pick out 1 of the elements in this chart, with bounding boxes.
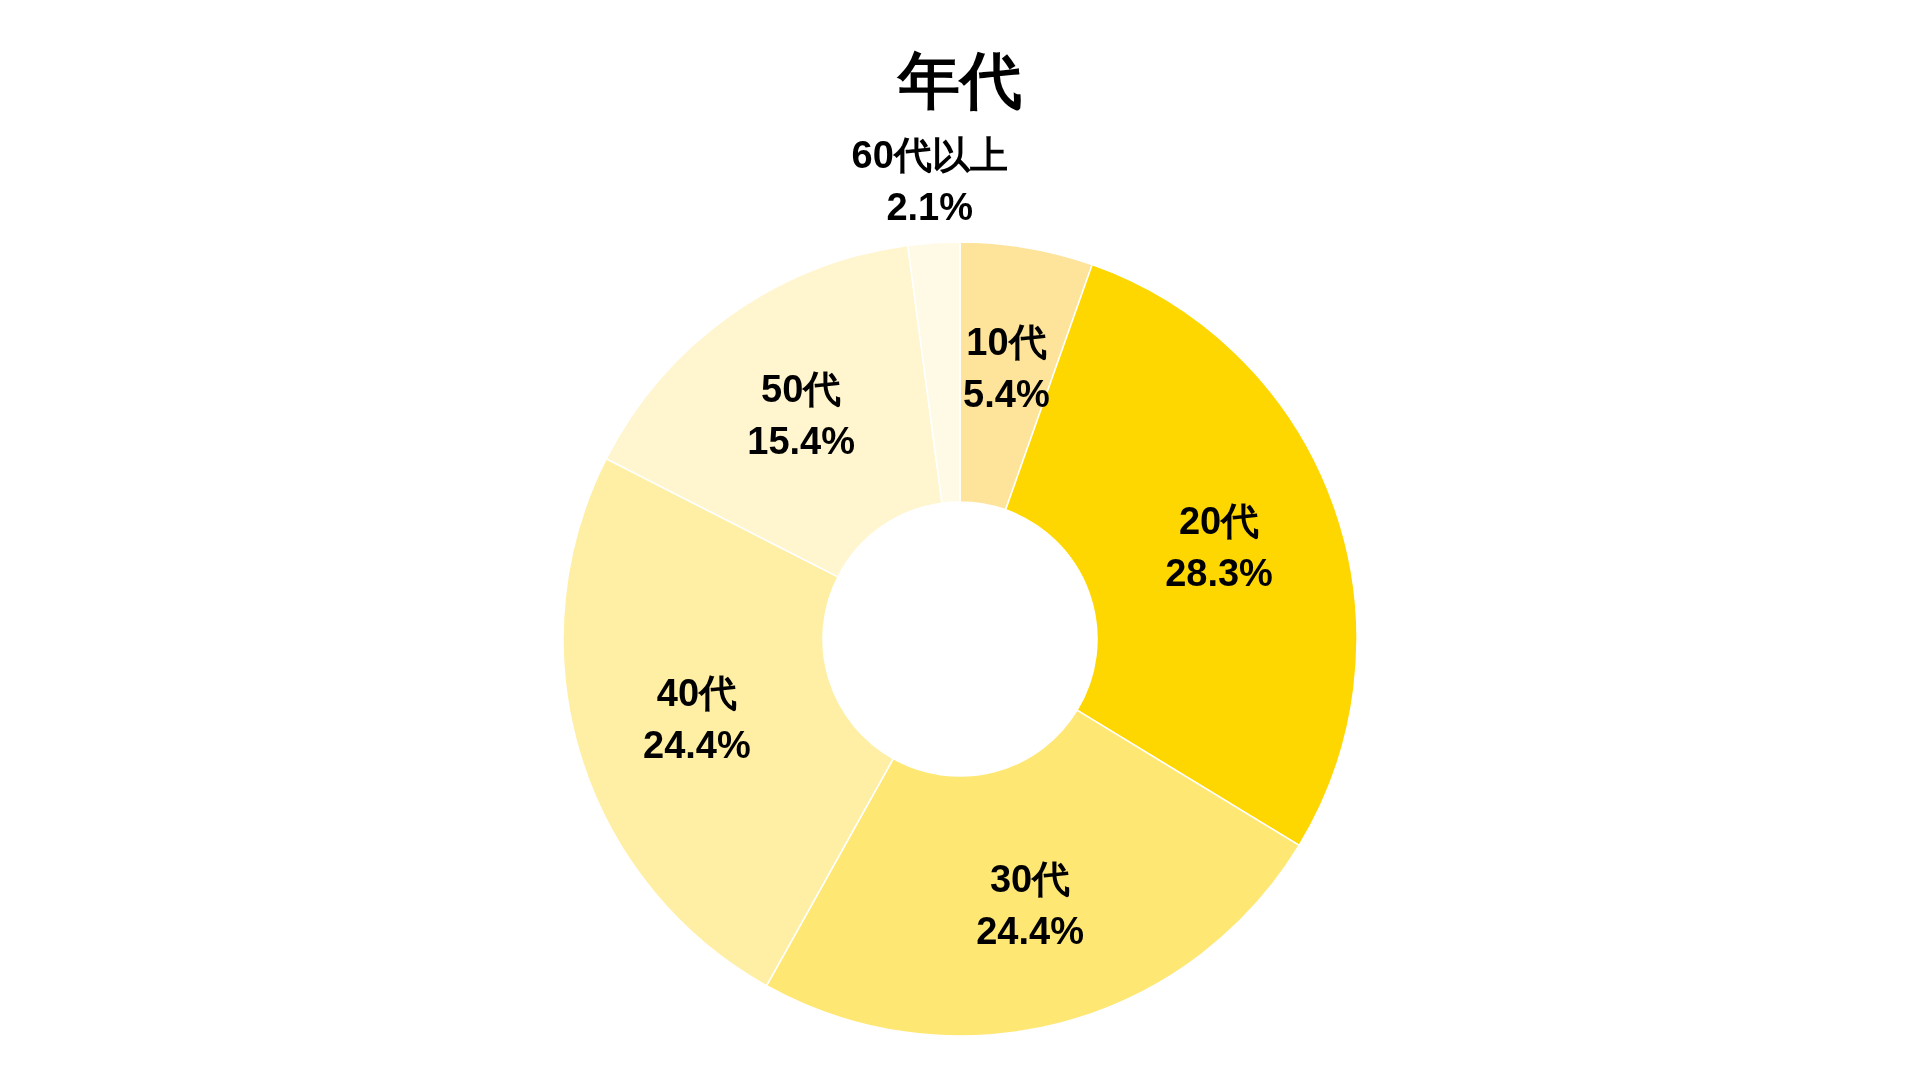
title: 年代 [898,45,1022,115]
